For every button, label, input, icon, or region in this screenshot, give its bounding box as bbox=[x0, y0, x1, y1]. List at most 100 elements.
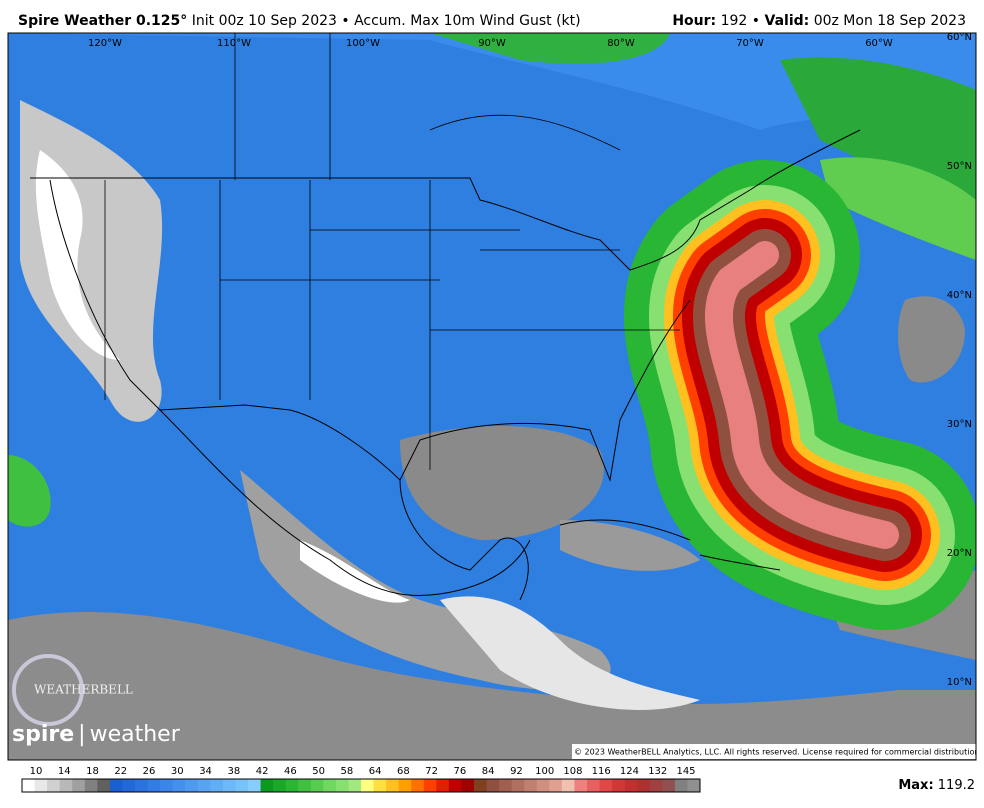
colorbar-swatch bbox=[235, 779, 249, 792]
colorbar-swatch bbox=[436, 779, 450, 792]
colorbar-swatch bbox=[222, 779, 236, 792]
hour-label: Hour: bbox=[672, 13, 717, 29]
colorbar-swatch bbox=[59, 779, 73, 792]
mexico-white bbox=[300, 540, 410, 603]
colorbar-swatch bbox=[674, 779, 688, 792]
colorbar-label: 58 bbox=[341, 766, 354, 777]
colorbar-swatch bbox=[587, 779, 601, 792]
colorbar-swatch bbox=[411, 779, 425, 792]
colorbar-swatch bbox=[549, 779, 563, 792]
colorbar-label: 46 bbox=[284, 766, 297, 777]
colorbar-swatch bbox=[22, 779, 36, 792]
us-coast bbox=[49, 179, 691, 482]
colorbar-swatch bbox=[486, 779, 500, 792]
colorbar-swatch bbox=[84, 779, 98, 792]
logo-sep: | bbox=[78, 722, 85, 747]
colorbar-frame bbox=[21, 778, 701, 793]
colorbar-label: 72 bbox=[425, 766, 438, 777]
colorbar-label: 50 bbox=[312, 766, 325, 777]
state-lines bbox=[104, 180, 680, 470]
colorbar-swatch bbox=[298, 779, 312, 792]
lon-label: 70°W bbox=[736, 38, 764, 49]
province-lines bbox=[234, 33, 621, 180]
colorbar-label: 18 bbox=[86, 766, 99, 777]
nova-green bbox=[820, 157, 976, 260]
lat-label: 40°N bbox=[947, 290, 972, 301]
max-label: Max: bbox=[898, 778, 933, 793]
colorbar-swatch bbox=[97, 779, 111, 792]
colorbar-label: 124 bbox=[620, 766, 639, 777]
logo-weather-word: weather bbox=[90, 722, 181, 747]
colorbar-swatch bbox=[285, 779, 299, 792]
colorbar-swatch bbox=[122, 779, 136, 792]
copyright-box bbox=[572, 744, 976, 759]
lat-label: 60°N bbox=[947, 32, 972, 43]
us-canada-border bbox=[30, 129, 861, 271]
colorbar-swatch bbox=[561, 779, 575, 792]
lon-label: 90°W bbox=[478, 38, 506, 49]
colorbar-swatch bbox=[448, 779, 462, 792]
lat-label: 50°N bbox=[947, 161, 972, 172]
lon-label: 110°W bbox=[217, 38, 251, 49]
gulf-gray bbox=[400, 426, 604, 540]
colorbar-swatch bbox=[335, 779, 349, 792]
colorbar-swatch bbox=[624, 779, 638, 792]
colorbar-label: 22 bbox=[114, 766, 127, 777]
valid-label: Valid: bbox=[764, 13, 810, 29]
hudson-green bbox=[430, 33, 670, 64]
colorbar-label: 34 bbox=[199, 766, 212, 777]
colorbar-label: 108 bbox=[563, 766, 582, 777]
west-white bbox=[35, 150, 120, 360]
colorbar-swatch bbox=[423, 779, 437, 792]
colorbar-swatch bbox=[662, 779, 676, 792]
pacific-gray bbox=[8, 611, 976, 760]
colorbar-swatch bbox=[398, 779, 412, 792]
colorbar-swatch bbox=[109, 779, 123, 792]
colorbar-swatch bbox=[323, 779, 337, 792]
colorbar-swatch bbox=[47, 779, 61, 792]
colorbar-swatch bbox=[34, 779, 48, 792]
colorbar-swatch bbox=[499, 779, 513, 792]
colorbar-label: 30 bbox=[171, 766, 184, 777]
logo-spire-word: spire bbox=[12, 722, 74, 747]
colorbar-swatch bbox=[386, 779, 400, 792]
copyright: © 2023 WeatherBELL Analytics, LLC. All r… bbox=[574, 748, 982, 757]
colorbar-label: 38 bbox=[227, 766, 240, 777]
swath-pink bbox=[704, 241, 899, 549]
colorbar-label: 100 bbox=[535, 766, 554, 777]
mexico-coast bbox=[159, 409, 531, 597]
colorbar-swatch bbox=[135, 779, 149, 792]
colorbar-swatch bbox=[72, 779, 86, 792]
colorbar-label: 132 bbox=[648, 766, 667, 777]
colorbar-swatch bbox=[361, 779, 375, 792]
colorbar-label: 10 bbox=[30, 766, 43, 777]
pacific-green bbox=[8, 455, 51, 527]
gulf-coast bbox=[399, 479, 529, 601]
colorbar-label: 26 bbox=[143, 766, 156, 777]
colorbar-swatch bbox=[687, 779, 701, 792]
colorbar-label: 68 bbox=[397, 766, 410, 777]
colorbar-label: 145 bbox=[676, 766, 695, 777]
header: Spire Weather 0.125° Init 00z 10 Sep 202… bbox=[0, 0, 984, 33]
logo-spire: spire | weather bbox=[12, 722, 181, 747]
colorbar-swatch bbox=[599, 779, 613, 792]
colorbar-swatch bbox=[348, 779, 362, 792]
colorbar-swatch bbox=[197, 779, 211, 792]
lon-label: 60°W bbox=[865, 38, 893, 49]
colorbar-label: 14 bbox=[58, 766, 71, 777]
logo-swirl bbox=[12, 654, 84, 726]
colorbar-swatch bbox=[461, 779, 475, 792]
colorbar-swatch bbox=[210, 779, 224, 792]
title: Spire Weather 0.125° bbox=[18, 13, 188, 29]
weatherbell-logo: WEATHERBELL bbox=[12, 654, 133, 726]
lon-label: 100°W bbox=[346, 38, 380, 49]
central-white bbox=[440, 596, 700, 710]
hurricane-swath bbox=[624, 160, 976, 630]
colorbar-label: 92 bbox=[510, 766, 523, 777]
labrador-green bbox=[780, 57, 976, 201]
logo-weatherbell: WEATHERBELL bbox=[34, 683, 133, 697]
north-field bbox=[8, 33, 976, 130]
colorbar-label: 76 bbox=[454, 766, 467, 777]
colorbar-swatch bbox=[273, 779, 287, 792]
